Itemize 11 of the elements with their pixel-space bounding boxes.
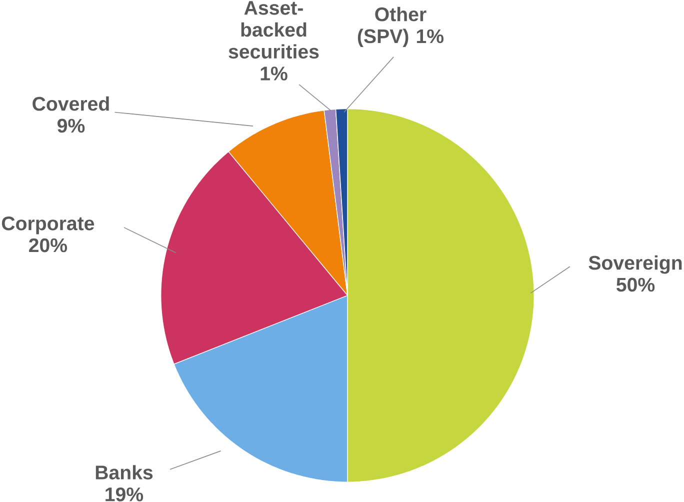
data-label: 20% — [29, 238, 68, 252]
data-label: 50% — [616, 278, 655, 292]
data-label: 9% — [58, 118, 85, 132]
data-label: 1% — [260, 66, 288, 80]
slice-label: Covered — [32, 96, 109, 111]
slice-label: Sovereign — [588, 255, 682, 274]
data-label: 19% — [106, 487, 144, 502]
slice-label: Corporate — [2, 216, 94, 234]
slice-label: Asset-backed securities — [228, 0, 319, 58]
slice-label: Banks — [96, 464, 153, 480]
data-label: 1% — [416, 29, 444, 43]
